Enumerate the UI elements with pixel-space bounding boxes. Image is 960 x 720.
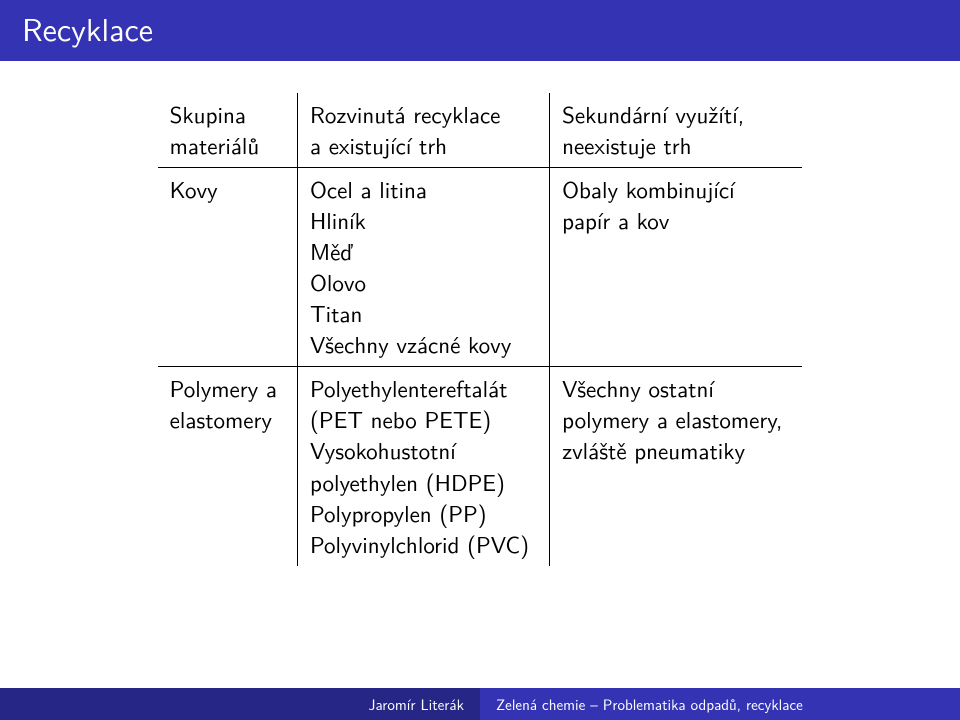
title-bar: Recyklace [0, 0, 960, 61]
col-header-developed: Rozvinutá recyklace a existující trh [297, 93, 549, 168]
cell-text: polymery a elastomery, [562, 402, 782, 436]
slide-content: Skupina materiálů Rozvinutá recyklace a … [0, 61, 960, 688]
table-row: Polymery a elastomery Polyethylenterefta… [158, 367, 803, 566]
cell-group: Polymery a elastomery [158, 367, 298, 566]
col-header-text: Rozvinutá recyklace [310, 97, 500, 131]
col-header-secondary: Sekundární využítí, neexistuje trh [550, 93, 803, 168]
materials-table: Skupina materiálů Rozvinutá recyklace a … [158, 93, 803, 566]
cell-text: Hliník [310, 203, 366, 237]
table-header-row: Skupina materiálů Rozvinutá recyklace a … [158, 93, 803, 168]
cell-group: Kovy [158, 168, 298, 367]
cell-text: Polyvinylchlorid (PVC) [310, 527, 529, 561]
footer-course: Zelená chemie – Problematika odpadů, rec… [496, 693, 803, 715]
cell-text: papír a kov [562, 203, 669, 237]
cell-text: Polyethylentereftalát [310, 371, 507, 405]
cell-text: Všechny vzácné kovy [310, 327, 511, 361]
col-header-text: Skupina [170, 97, 246, 131]
cell-text: Vysokohustotní [310, 433, 456, 467]
col-header-group: Skupina materiálů [158, 93, 298, 168]
cell-text: zvláště pneumatiky [562, 433, 745, 467]
col-header-text: neexistuje trh [562, 128, 692, 162]
cell-text: Polypropylen (PP) [310, 496, 487, 530]
footer: Jaromír Literák Zelená chemie – Problema… [0, 688, 960, 720]
cell-text: Ocel a litina [310, 172, 427, 206]
footer-author-block: Jaromír Literák [0, 688, 480, 720]
cell-developed: Ocel a litina Hliník Měď Olovo Titan Vše… [297, 168, 549, 367]
cell-text: Měď [310, 234, 352, 268]
slide: Recyklace Skupina materiálů Rozvinutá re… [0, 0, 960, 720]
cell-text: Kovy [170, 172, 218, 206]
cell-text: elastomery [170, 402, 272, 436]
cell-text: Všechny ostatní [562, 371, 714, 405]
footer-author: Jaromír Literák [368, 693, 464, 715]
cell-secondary: Všechny ostatní polymery a elastomery, z… [550, 367, 803, 566]
col-header-text: Sekundární využítí, [562, 97, 744, 131]
cell-secondary: Obaly kombinující papír a kov [550, 168, 803, 367]
cell-text: Titan [310, 296, 362, 330]
col-header-text: materiálů [170, 128, 260, 162]
footer-course-block: Zelená chemie – Problematika odpadů, rec… [480, 688, 960, 720]
cell-text: (PET nebo PETE) [310, 402, 491, 436]
cell-developed: Polyethylentereftalát (PET nebo PETE) Vy… [297, 367, 549, 566]
cell-text: polyethylen (HDPE) [310, 465, 505, 499]
cell-text: Polymery a [170, 371, 277, 405]
col-header-text: a existující trh [310, 128, 447, 162]
table-row: Kovy Ocel a litina Hliník Měď Olovo Tita… [158, 168, 803, 367]
cell-text: Obaly kombinující [562, 172, 735, 206]
cell-text: Olovo [310, 265, 366, 299]
slide-title: Recyklace [22, 4, 153, 51]
